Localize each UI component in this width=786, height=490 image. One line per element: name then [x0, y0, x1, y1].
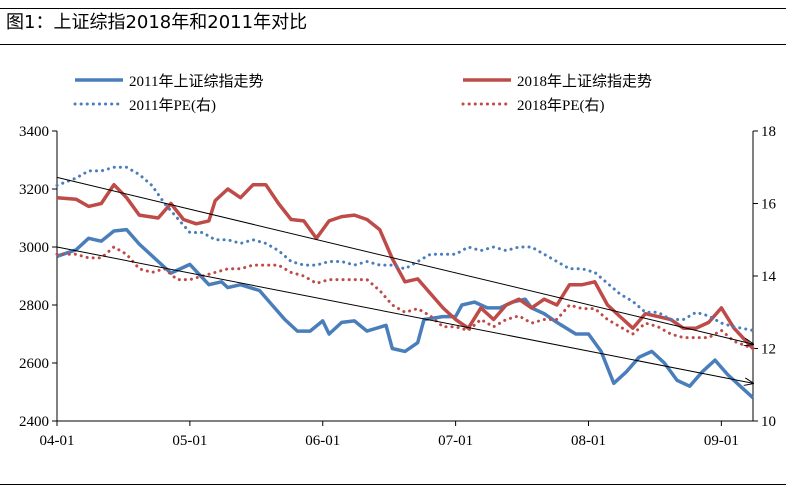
bottom-rule: [0, 484, 786, 485]
y-left-tick-label: 2800: [19, 298, 49, 314]
y-right-tick-label: 16: [761, 197, 777, 213]
series-line-1: [56, 182, 755, 350]
legend: 2011年上证综指走势 2018年上证综指走势 2011年PE(右) 2018年PE(…: [73, 73, 652, 114]
series-dotted-line-3: [55, 245, 755, 350]
trend-arrow-4: [56, 176, 753, 344]
x-tick-label: 05-01: [172, 433, 207, 449]
x-tick-label: 06-01: [305, 433, 340, 449]
series-dotted-line-2: [55, 165, 755, 332]
title-rule: [0, 44, 786, 45]
legend-label: 2018年上证综指走势: [517, 73, 652, 90]
trend-arrow-5: [56, 246, 753, 383]
y-left-tick-label: 2600: [19, 356, 49, 372]
y-left-tick-label: 3400: [19, 124, 49, 140]
y-right-tick-label: 18: [761, 124, 776, 140]
y-right-tick-label: 10: [761, 414, 776, 430]
top-rule: [0, 8, 786, 9]
y-right-tick-label: 12: [761, 342, 776, 358]
series-layer: [55, 165, 755, 400]
legend-label: 2018年PE(右): [517, 97, 605, 114]
series-line-0: [56, 227, 755, 400]
y-right-tick-label: 14: [761, 269, 777, 285]
y-left-tick-label: 3000: [19, 240, 49, 256]
x-tick-label: 09-01: [704, 433, 739, 449]
x-tick-label: 08-01: [571, 433, 606, 449]
y-left-tick-label: 3200: [19, 182, 49, 198]
y-left-tick-label: 2400: [19, 414, 49, 430]
x-tick-label: 07-01: [438, 433, 473, 449]
legend-label: 2011年PE(右): [129, 97, 216, 114]
legend-label: 2011年上证综指走势: [129, 73, 263, 90]
x-tick-label: 04-01: [40, 433, 75, 449]
axes: 2400 2600 2800 3000 3200 3400 10 12 14 16 18 04-01 0…: [19, 124, 777, 449]
figure-title: 图1：上证综指2018年和2011年对比: [6, 12, 308, 33]
